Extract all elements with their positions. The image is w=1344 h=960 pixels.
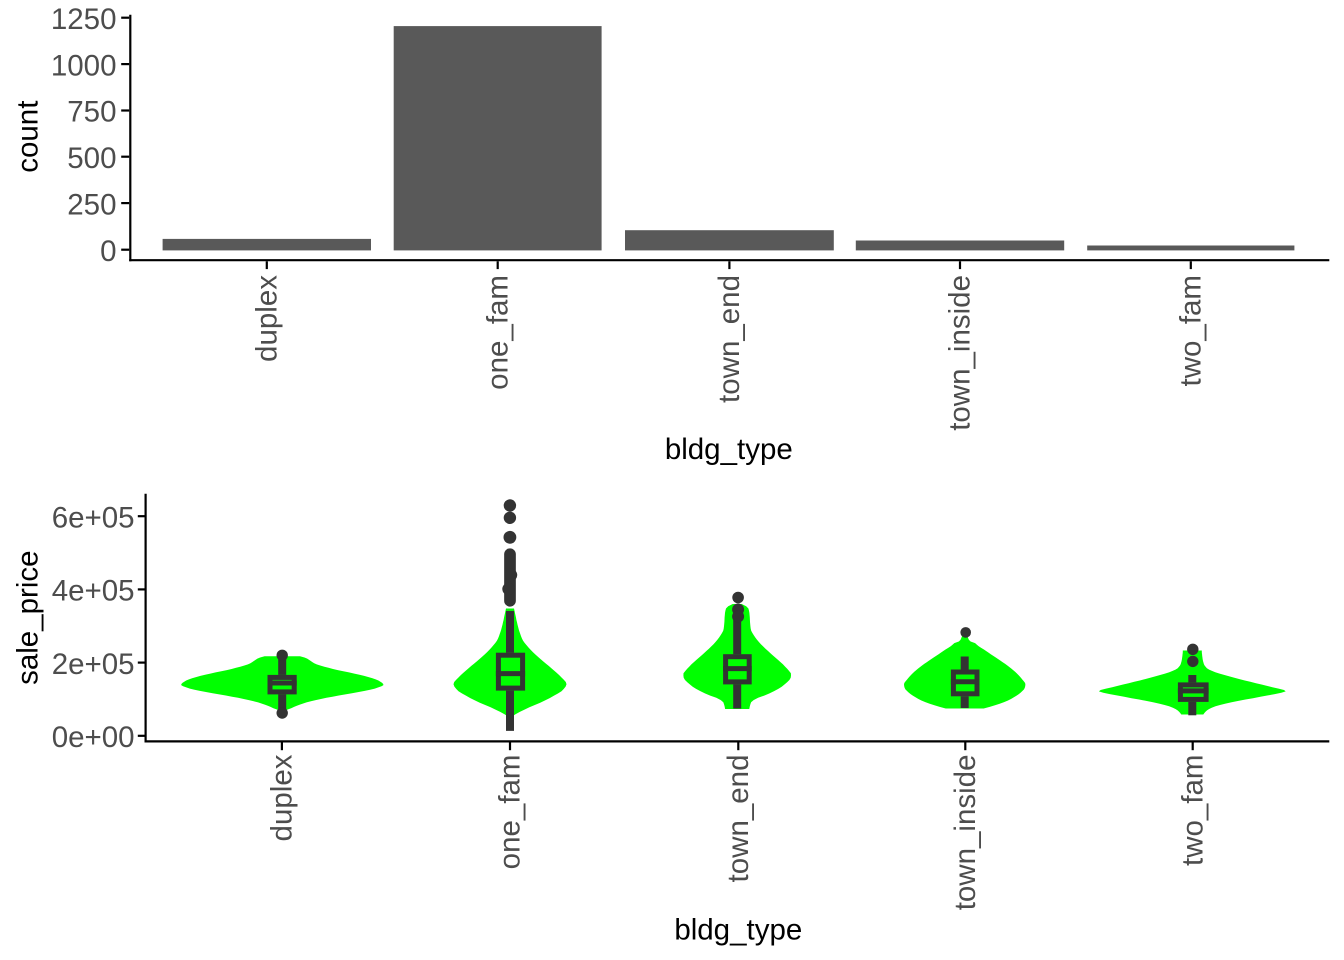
svg-text:6e+05: 6e+05 xyxy=(52,501,135,534)
svg-text:two_fam: two_fam xyxy=(1176,755,1209,867)
svg-text:town_end: town_end xyxy=(713,275,746,403)
svg-text:town_end: town_end xyxy=(722,755,755,883)
svg-text:two_fam: two_fam xyxy=(1174,275,1207,387)
svg-text:bldg_type: bldg_type xyxy=(665,433,793,466)
svg-text:1250: 1250 xyxy=(51,3,117,36)
svg-text:count: count xyxy=(11,101,44,173)
svg-text:one_fam: one_fam xyxy=(494,755,527,870)
svg-text:town_inside: town_inside xyxy=(949,755,982,911)
svg-text:0: 0 xyxy=(100,235,116,268)
svg-text:1000: 1000 xyxy=(51,49,117,82)
svg-text:bldg_type: bldg_type xyxy=(674,913,802,946)
svg-text:sale_price: sale_price xyxy=(12,550,45,684)
svg-text:town_inside: town_inside xyxy=(944,275,977,431)
svg-text:one_fam: one_fam xyxy=(481,275,514,390)
svg-text:2e+05: 2e+05 xyxy=(52,648,135,681)
svg-text:duplex: duplex xyxy=(250,275,283,362)
svg-text:duplex: duplex xyxy=(266,754,299,841)
svg-text:750: 750 xyxy=(67,96,116,129)
svg-text:250: 250 xyxy=(67,188,116,221)
svg-text:0e+00: 0e+00 xyxy=(52,721,135,754)
svg-text:500: 500 xyxy=(67,142,116,175)
svg-text:4e+05: 4e+05 xyxy=(52,575,135,608)
